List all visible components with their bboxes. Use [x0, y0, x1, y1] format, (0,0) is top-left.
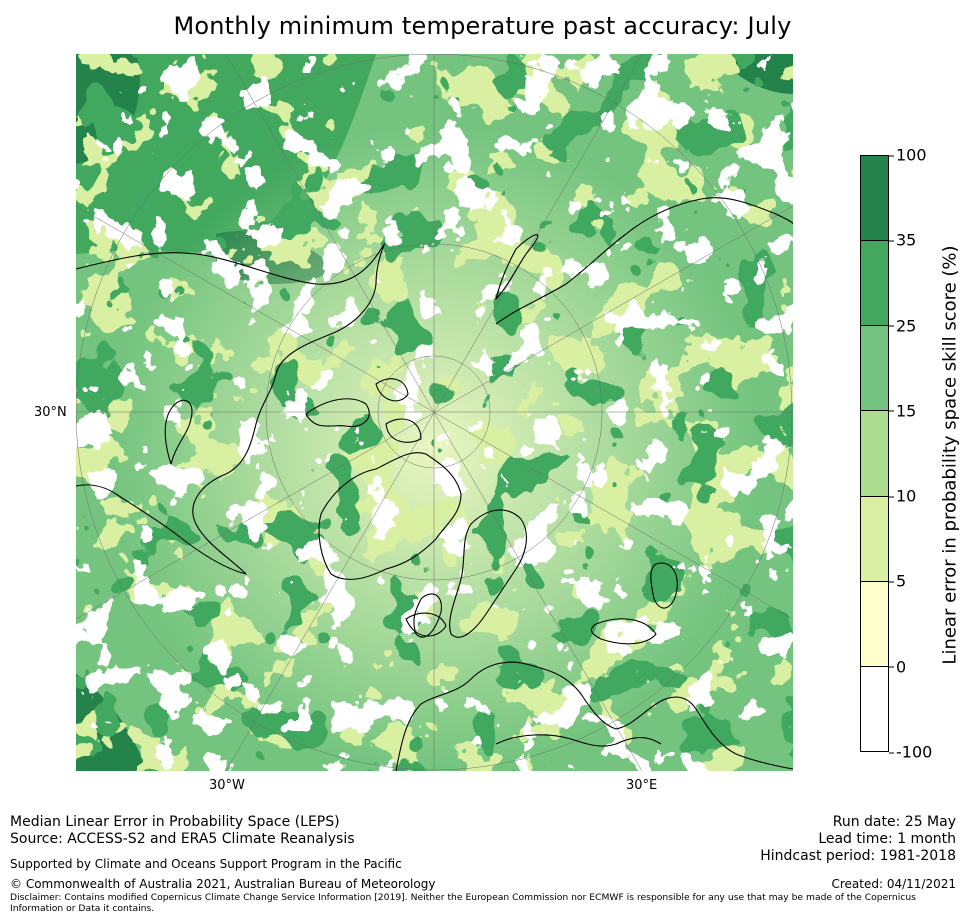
coast-black-sea [590, 618, 657, 645]
skill-score-map [76, 54, 793, 771]
colorbar-bin [861, 156, 888, 242]
colorbar [860, 155, 889, 752]
coast-europe [395, 661, 793, 771]
colorbar-tick-label: 25 [888, 316, 917, 336]
colorbar-tick-label: 35 [888, 230, 917, 250]
footer-hindcast: Hindcast period: 1981-2018 [760, 848, 956, 864]
coast-mediterranean [495, 734, 662, 747]
coast-uk [413, 593, 442, 638]
colorbar-label: Linear error in probability space skill … [939, 245, 961, 665]
colorbar-tick-label: 15 [888, 401, 917, 421]
coast-caspian [650, 562, 678, 609]
footer-source: Source: ACCESS-S2 and ERA5 Climate Reana… [10, 831, 355, 847]
footer-leps: Median Linear Error in Probability Space… [10, 814, 340, 830]
coast-north-america [76, 243, 385, 575]
colorbar-tick-label: 5 [888, 571, 907, 591]
footer-run-date: Run date: 25 May [832, 814, 956, 830]
footer-copyright: © Commonwealth of Australia 2021, Austra… [10, 877, 436, 891]
footer-support: Supported by Climate and Oceans Support … [10, 857, 402, 871]
coast-scandinavia [449, 509, 527, 638]
coast-greenland [318, 452, 462, 580]
colorbar-bin [861, 581, 888, 667]
footer-disclaimer: Disclaimer: Contains modified Copernicus… [10, 892, 916, 914]
map-title: Monthly minimum temperature past accurac… [173, 12, 792, 40]
graticule [76, 54, 793, 771]
colorbar-tick-label: 0 [888, 657, 907, 677]
footer-created: Created: 04/11/2021 [831, 877, 956, 891]
colorbar-tick-label: 10 [888, 486, 917, 506]
footer-right: Run date: 25 May Lead time: 1 month Hind… [760, 814, 956, 865]
colorbar-bin [861, 411, 888, 497]
colorbar-bin [861, 666, 888, 751]
coastlines [76, 197, 793, 771]
coast-siberia [495, 197, 793, 325]
colorbar-bin [861, 241, 888, 327]
colorbar-bin [861, 496, 888, 582]
coast-iceland [405, 612, 447, 637]
footer-left: Median Linear Error in Probability Space… [10, 814, 355, 848]
coast-hudson [164, 399, 193, 465]
footer-lead-time: Lead time: 1 month [818, 831, 956, 847]
colorbar-tick-label: -100 [888, 742, 933, 762]
coast-arctic-islands [305, 378, 422, 443]
lon-label-30w: 30°W [209, 778, 245, 793]
colorbar-bin [861, 326, 888, 412]
lat-label-30n: 30°N [34, 405, 67, 420]
coast-novaya-zemlya [495, 234, 539, 300]
colorbar-tick-label: 100 [889, 145, 927, 165]
lon-label-30e: 30°E [626, 778, 658, 793]
